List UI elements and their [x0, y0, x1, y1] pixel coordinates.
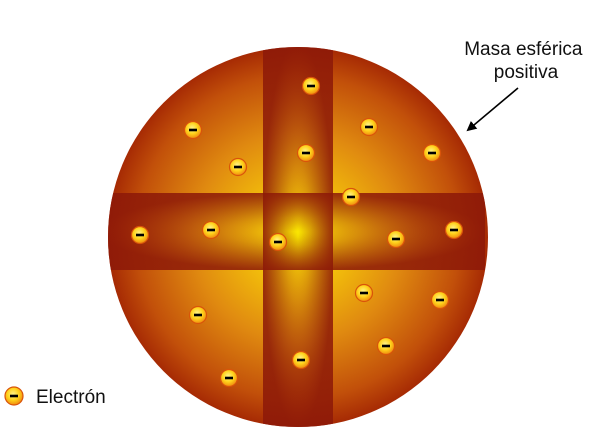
sphere-label: Masa esférica positiva — [464, 39, 588, 83]
electron — [386, 229, 406, 249]
electron — [444, 220, 464, 240]
electron — [201, 220, 221, 240]
electron — [130, 225, 150, 245]
horizontal-band — [108, 193, 485, 270]
electron — [219, 368, 239, 388]
legend-electron-icon — [4, 386, 24, 406]
electron — [183, 120, 203, 140]
electron — [228, 157, 248, 177]
arrow — [466, 87, 519, 132]
electron — [341, 187, 361, 207]
electron — [296, 143, 316, 163]
electron — [268, 232, 288, 252]
sphere-label-line2: positiva — [494, 62, 559, 83]
sphere-label-line1: Masa esférica — [464, 39, 583, 60]
electron — [359, 117, 379, 137]
legend: Electrón — [4, 386, 106, 408]
electron — [301, 76, 321, 96]
legend-label: Electrón — [36, 387, 106, 408]
electrons-group — [130, 76, 464, 388]
electron — [422, 143, 442, 163]
electron — [354, 283, 374, 303]
electron — [376, 336, 396, 356]
electron — [291, 350, 311, 370]
electron — [430, 290, 450, 310]
electron — [188, 305, 208, 325]
